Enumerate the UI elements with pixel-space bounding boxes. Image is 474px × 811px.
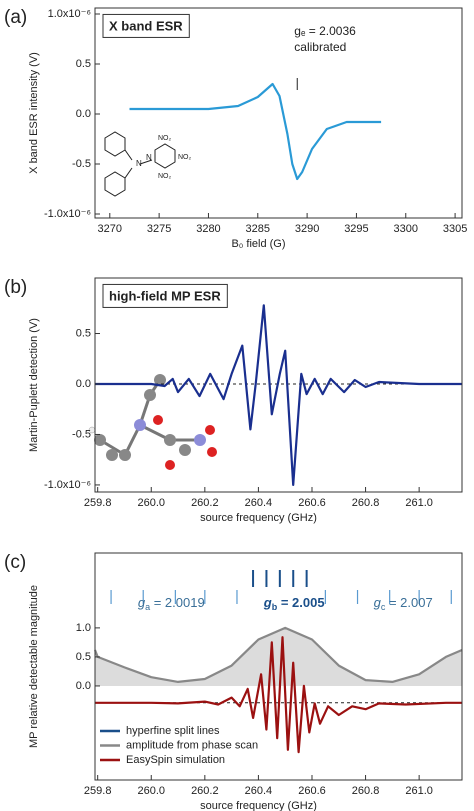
- x-tick-label: 3290: [295, 223, 319, 235]
- molecule-model: [88, 374, 217, 470]
- structure-label: NO₂: [178, 154, 192, 161]
- g-symbol: g: [138, 595, 146, 610]
- x-axis-label: B₀ field (G): [231, 238, 285, 250]
- x-tick-label: 259.8: [84, 497, 112, 509]
- x-tick-label: 3305: [443, 223, 467, 235]
- panel-label: (b): [4, 277, 27, 298]
- plot-frame: [94, 7, 463, 219]
- x-tick-label: 3275: [147, 223, 171, 235]
- line: [129, 82, 382, 181]
- x-tick-label: 3295: [344, 223, 368, 235]
- panel-label: (c): [4, 552, 26, 573]
- molecule-structure: [104, 131, 176, 197]
- g-symbol: g: [374, 595, 382, 610]
- g-sub: c: [381, 602, 386, 612]
- y-tick-label: 0.0: [76, 108, 91, 120]
- y-tick-label: 0.0: [76, 378, 91, 390]
- annotation: calibrated: [294, 40, 346, 54]
- y-tick-label: -1.0x10⁻⁶: [44, 479, 91, 491]
- x-tick-label: 3285: [246, 223, 270, 235]
- x-axis-label: source frequency (GHz): [200, 800, 317, 811]
- g-text: = 2.007: [385, 595, 432, 610]
- g-text: = 2.0019: [150, 595, 205, 610]
- annotation: gₑ = 2.0036: [294, 24, 356, 38]
- x-tick-label: 3300: [394, 223, 418, 235]
- x-tick-label: 260.2: [191, 785, 219, 797]
- plot-frame: [94, 277, 463, 493]
- x-tick-label: 260.8: [352, 785, 380, 797]
- x-axis-label: source frequency (GHz): [200, 512, 317, 524]
- x-tick-label: 260.4: [245, 497, 273, 509]
- g-text: = 2.005: [277, 595, 324, 610]
- g-sub: a: [145, 602, 150, 612]
- title-box: [102, 283, 228, 308]
- panel-title: high-field MP ESR: [109, 288, 221, 303]
- g-label: ga = 2.0019: [138, 595, 205, 612]
- x-tick-label: 3270: [98, 223, 122, 235]
- g-sub: b: [272, 602, 278, 612]
- x-tick-label: 261.0: [405, 497, 433, 509]
- structure-label: N: [136, 159, 142, 168]
- title-box: [102, 13, 190, 38]
- g-symbol: g: [263, 595, 272, 610]
- y-tick-label: 0.5: [76, 651, 91, 663]
- y-tick-label: -0.5: [72, 158, 91, 170]
- y-axis-label: Martin-Puplett detection (V): [28, 318, 40, 452]
- x-tick-label: 3280: [196, 223, 220, 235]
- x-tick-label: 261.0: [405, 785, 433, 797]
- y-tick-label: -0.5: [72, 428, 91, 440]
- line: [95, 304, 462, 486]
- x-tick-label: 260.0: [137, 497, 165, 509]
- y-tick-label: 1.0: [76, 622, 91, 634]
- y-tick-label: 0.5: [76, 327, 91, 339]
- x-tick-label: 259.8: [84, 785, 112, 797]
- legend-label: EasySpin simulation: [126, 754, 225, 766]
- x-tick-label: 260.6: [298, 785, 326, 797]
- legend-label: hyperfine split lines: [126, 725, 220, 737]
- y-tick-label: 0.5: [76, 58, 91, 70]
- panel-label: (a): [4, 7, 27, 28]
- y-tick-label: 1.0x10⁻⁶: [48, 8, 91, 20]
- structure-label: N: [146, 153, 152, 162]
- g-label: gc = 2.007: [374, 595, 433, 612]
- structure-label: NO₂: [158, 173, 172, 180]
- line: [93, 626, 463, 683]
- panel-title: X band ESR: [109, 18, 183, 33]
- line: [95, 636, 462, 754]
- legend-label: amplitude from phase scan: [126, 739, 258, 751]
- y-tick-label: -1.0x10⁻⁶: [44, 208, 91, 220]
- x-tick-label: 260.0: [137, 785, 165, 797]
- x-tick-label: 260.2: [191, 497, 219, 509]
- x-tick-label: 260.8: [352, 497, 380, 509]
- y-tick-label: 0.0: [76, 680, 91, 692]
- y-axis-label: MP relative detectable magnitude: [28, 585, 40, 748]
- x-tick-label: 260.4: [245, 785, 273, 797]
- plot-frame: [94, 552, 463, 781]
- area: [95, 627, 462, 686]
- structure-label: NO₂: [158, 135, 172, 142]
- g-label: gb = 2.005: [263, 595, 325, 612]
- x-tick-label: 260.6: [298, 497, 326, 509]
- y-axis-label: X band ESR intensity (V): [28, 52, 40, 174]
